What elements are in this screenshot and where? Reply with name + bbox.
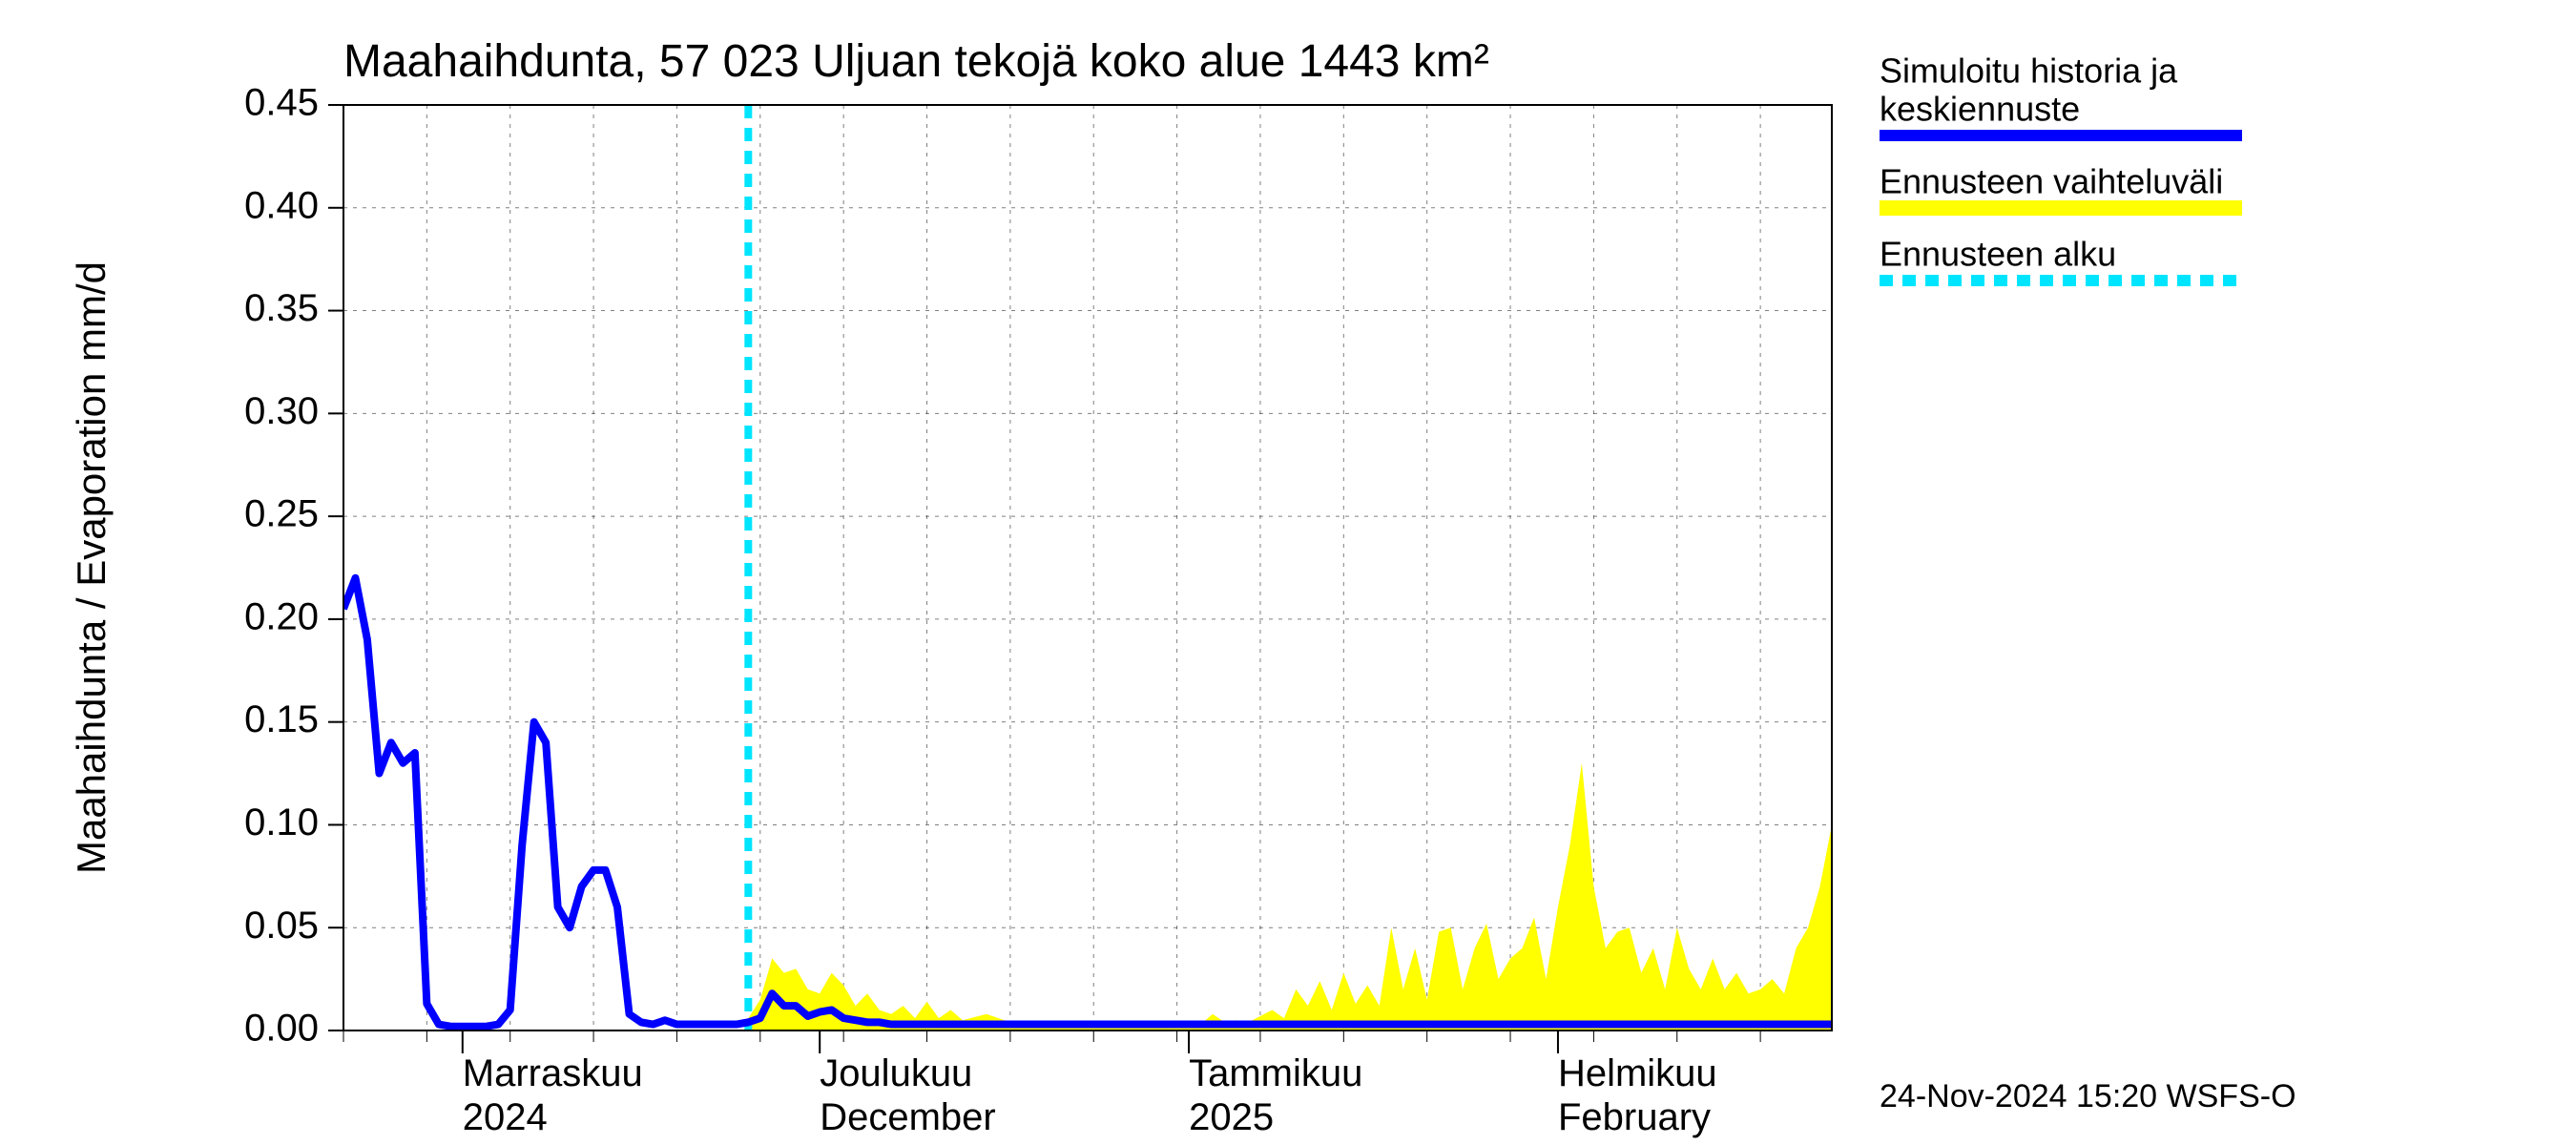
evaporation-chart: 0.00 0.05 0.10 0.15 0.20 0.25 0.30 0.35 0.40 0.45… bbox=[0, 0, 2576, 1145]
x-month-label: Joulukuu bbox=[820, 1052, 972, 1094]
y-tick-label: 0.20 bbox=[244, 595, 319, 637]
y-tick-label: 0.00 bbox=[244, 1008, 319, 1050]
y-tick-label: 0.45 bbox=[244, 82, 319, 124]
y-tick-label: 0.40 bbox=[244, 184, 319, 226]
y-tick-label: 0.35 bbox=[244, 287, 319, 329]
x-month-label: Helmikuu bbox=[1558, 1052, 1717, 1094]
x-month-sublabel: February bbox=[1558, 1096, 1711, 1138]
y-tick-label: 0.10 bbox=[244, 802, 319, 843]
legend-label: keskiennuste bbox=[1880, 89, 2080, 128]
plot-frame bbox=[343, 105, 1832, 1030]
y-axis-label: Maahaihdunta / Evaporation mm/d bbox=[69, 261, 114, 874]
x-month-sublabel: 2024 bbox=[463, 1096, 548, 1138]
x-month-sublabel: 2025 bbox=[1189, 1096, 1274, 1138]
y-tick-label: 0.30 bbox=[244, 390, 319, 432]
legend-swatch-range bbox=[1880, 200, 2242, 216]
x-month-sublabel: December bbox=[820, 1096, 996, 1138]
legend-label: Ennusteen vaihteluväli bbox=[1880, 161, 2223, 200]
chart-title: Maahaihdunta, 57 023 Uljuan tekojä koko … bbox=[343, 36, 1489, 87]
legend-label: Simuloitu historia ja bbox=[1880, 51, 2178, 90]
y-tick-label: 0.05 bbox=[244, 905, 319, 947]
legend-label: Ennusteen alku bbox=[1880, 234, 2116, 273]
x-month-label: Tammikuu bbox=[1189, 1052, 1362, 1094]
x-month-label: Marraskuu bbox=[463, 1052, 643, 1094]
forecast-range-area bbox=[748, 763, 1832, 1030]
chart-footer: 24-Nov-2024 15:20 WSFS-O bbox=[1880, 1078, 2296, 1114]
y-tick-label: 0.25 bbox=[244, 493, 319, 535]
y-tick-label: 0.15 bbox=[244, 698, 319, 740]
